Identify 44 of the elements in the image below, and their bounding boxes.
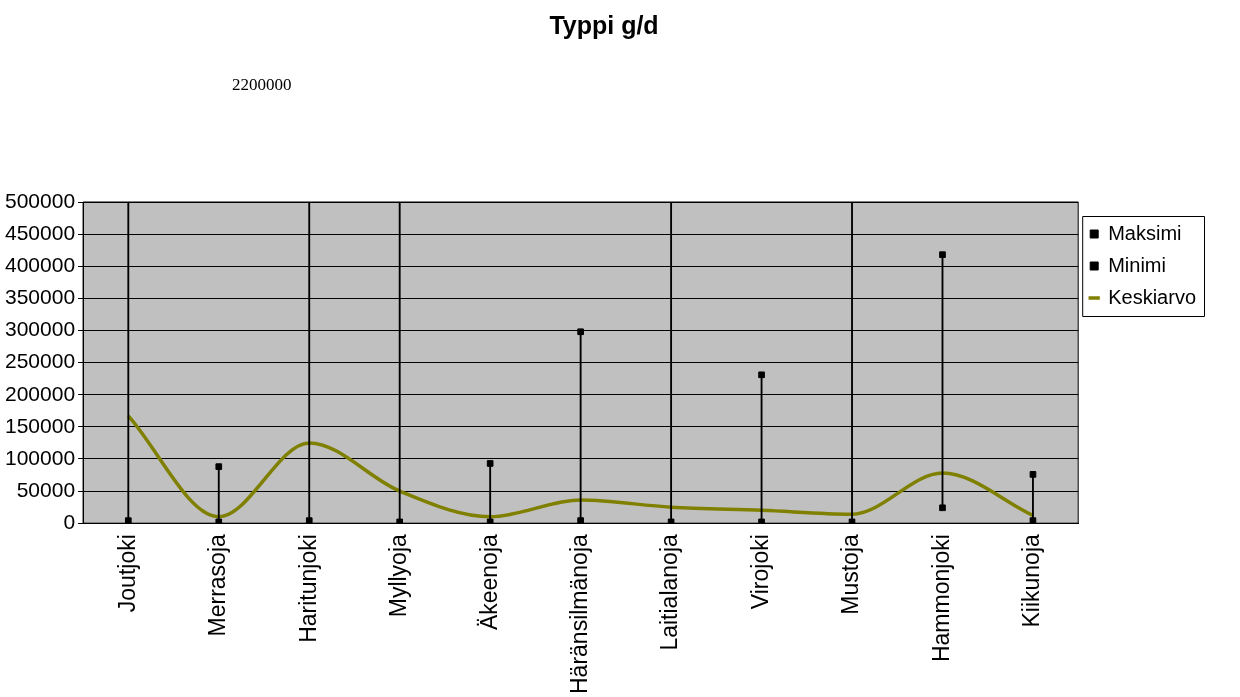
point — [396, 518, 404, 524]
x-tick-label: Merrasoja — [204, 534, 231, 637]
point — [305, 517, 313, 524]
y-tick-label: 100000 — [5, 445, 76, 469]
x-tick-label: Haritunjoki — [294, 534, 321, 643]
point — [848, 518, 856, 524]
point — [939, 504, 946, 512]
point — [215, 518, 223, 524]
y-tick-label: 200000 — [5, 381, 76, 405]
y-tick-label: 0 — [63, 510, 76, 533]
point — [486, 460, 494, 467]
y-tick-label: 150000 — [5, 413, 76, 437]
point — [577, 517, 584, 524]
legend-label: Keskiarvo — [1108, 285, 1196, 308]
point — [215, 463, 223, 470]
point — [758, 371, 765, 379]
y-tick-label: 50000 — [16, 477, 76, 501]
point — [939, 251, 946, 259]
legend-label: Maksimi — [1108, 221, 1182, 244]
point — [486, 518, 494, 524]
x-tick-label: Hammonjoki — [927, 534, 954, 663]
text: 2200000 — [232, 75, 292, 95]
point — [1029, 517, 1037, 524]
x-tick-label: Myllyoja — [385, 534, 412, 618]
y-tick-label: 450000 — [5, 220, 76, 244]
point — [758, 518, 765, 524]
point — [1029, 471, 1037, 478]
legend-label: Minimi — [1108, 253, 1166, 276]
point — [577, 328, 584, 336]
y-tick-label: 300000 — [5, 317, 76, 341]
point — [124, 517, 132, 524]
y-tick-label: 350000 — [5, 285, 76, 309]
x-tick-label: Häränsilmänoja — [565, 534, 592, 695]
point — [667, 518, 675, 524]
x-tick-label: Äkeenoja — [475, 534, 502, 631]
x-tick-label: Kiikunoja — [1018, 534, 1045, 628]
y-tick-label: 500000 — [5, 188, 76, 212]
x-tick-label: Mustoja — [837, 534, 864, 615]
chart-title: Typpi g/d — [549, 10, 659, 39]
y-tick-label: 250000 — [5, 349, 76, 373]
x-tick-label: Laitialanoja — [656, 534, 683, 651]
x-tick-label: Virojoki — [746, 534, 773, 610]
y-tick-label: 400000 — [5, 253, 76, 277]
x-tick-label: Joutjoki — [113, 534, 140, 613]
